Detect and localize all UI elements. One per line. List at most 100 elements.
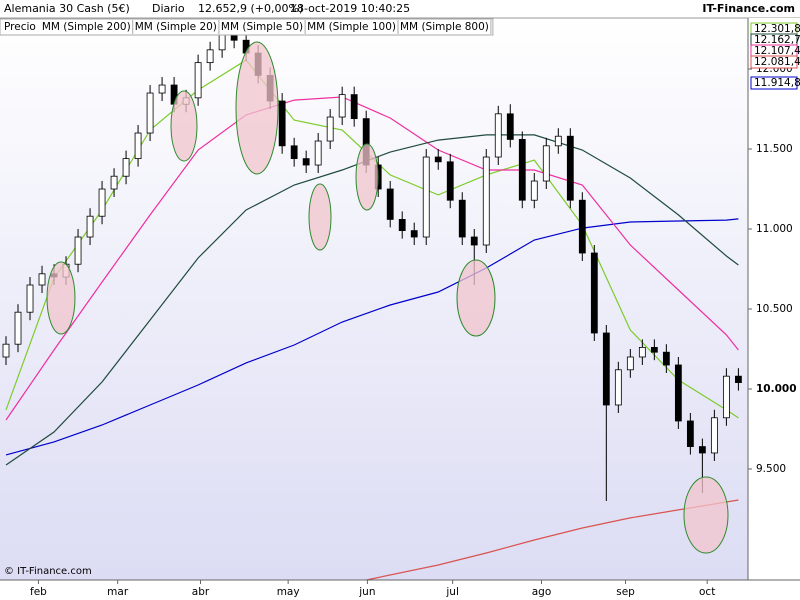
candle-body bbox=[638, 346, 646, 358]
price-flag: 12.107,4 bbox=[754, 45, 800, 57]
candle-body bbox=[734, 375, 742, 383]
candle-body bbox=[122, 158, 130, 177]
candle-body bbox=[494, 113, 502, 158]
candle-body bbox=[14, 311, 22, 345]
legend-price: Precio bbox=[4, 21, 36, 33]
candle-body bbox=[686, 420, 694, 447]
price-flag-box bbox=[750, 76, 798, 90]
candle-body bbox=[662, 351, 670, 366]
candle-body bbox=[626, 356, 634, 371]
candle-body bbox=[650, 346, 658, 353]
moving-average bbox=[5, 96, 739, 421]
candle-body bbox=[470, 236, 478, 246]
candle-body bbox=[194, 62, 202, 99]
moving-average bbox=[5, 59, 739, 419]
candle-body bbox=[2, 343, 10, 358]
last-price: 12.652,9 (+0,00%) bbox=[198, 2, 303, 15]
y-tick-label: 10.000 bbox=[756, 383, 797, 395]
datetime: 18-oct-2019 10:40:25 bbox=[290, 2, 410, 15]
highlight bbox=[46, 261, 76, 335]
candle-body bbox=[566, 135, 574, 201]
price-flag: 12.301,8 bbox=[754, 23, 800, 35]
right-axis-area bbox=[748, 18, 800, 580]
candle-body bbox=[446, 161, 454, 201]
highlight bbox=[235, 41, 279, 175]
candle-body bbox=[314, 140, 322, 166]
candle-body bbox=[302, 158, 310, 166]
price-flag-box bbox=[750, 55, 798, 69]
candle-body bbox=[578, 199, 586, 254]
candle-body bbox=[710, 417, 718, 454]
moving-average bbox=[5, 134, 739, 466]
candle-body bbox=[338, 94, 346, 118]
candle-body bbox=[26, 284, 34, 313]
candle-body bbox=[590, 252, 598, 334]
brand: IT-Finance.com bbox=[702, 2, 795, 15]
candle-body bbox=[134, 132, 142, 160]
plot-area bbox=[0, 18, 748, 580]
candle-body bbox=[530, 180, 538, 201]
highlight bbox=[308, 183, 332, 251]
highlight bbox=[683, 476, 729, 554]
y-tick-label: 11.000 bbox=[756, 223, 793, 235]
candle-body bbox=[326, 116, 334, 142]
candle-body bbox=[674, 364, 682, 422]
candle-body bbox=[458, 199, 466, 238]
annotations bbox=[46, 41, 729, 554]
x-tick-label: jun bbox=[358, 586, 375, 598]
x-tick-label: may bbox=[277, 586, 300, 598]
highlight bbox=[456, 259, 496, 337]
x-tick-label: sep bbox=[616, 586, 635, 598]
moving-average bbox=[5, 218, 739, 456]
plot bbox=[2, 22, 742, 581]
moving-average bbox=[366, 499, 739, 581]
candle-body bbox=[422, 156, 430, 238]
x-tick-label: mar bbox=[107, 586, 129, 598]
price-flag: 11.914,8 bbox=[754, 77, 800, 89]
candle-body bbox=[614, 369, 622, 406]
candle-body bbox=[278, 100, 286, 147]
x-tick-label: abr bbox=[192, 586, 210, 598]
candle-body bbox=[146, 92, 154, 134]
highlight bbox=[170, 90, 198, 162]
candle-body bbox=[698, 446, 706, 454]
legend-entry: MM (Simple 20) bbox=[135, 21, 217, 33]
x-tick-label: feb bbox=[30, 586, 47, 598]
bottom-axis-area bbox=[0, 580, 800, 600]
y-tick-label: 10.500 bbox=[756, 303, 793, 315]
candle-body bbox=[506, 113, 514, 140]
y-tick-label: 9.500 bbox=[756, 463, 786, 475]
x-tick-label: jul bbox=[445, 586, 459, 598]
price-flag: 12.162,7 bbox=[754, 34, 800, 46]
candle-body bbox=[158, 84, 166, 94]
candle-body bbox=[110, 175, 118, 190]
candle-body bbox=[38, 273, 46, 286]
chart-title: Alemania 30 Cash (5€) bbox=[4, 2, 130, 15]
candle-body bbox=[350, 94, 358, 120]
candle-body bbox=[386, 188, 394, 220]
candle-body bbox=[410, 230, 418, 238]
legend-entry: MM (Simple 200) bbox=[42, 21, 131, 33]
legend-entry: MM (Simple 50) bbox=[221, 21, 303, 33]
candle-body bbox=[542, 145, 550, 182]
candle-body bbox=[722, 375, 730, 419]
candle-body bbox=[434, 156, 442, 163]
candle-body bbox=[518, 139, 526, 201]
price-flag: 12.081,4 bbox=[754, 56, 800, 68]
period: Diario bbox=[152, 2, 185, 15]
legend-entry: MM (Simple 800) bbox=[400, 21, 489, 33]
header-bar bbox=[0, 0, 800, 18]
candle-body bbox=[290, 145, 298, 160]
candle-body bbox=[482, 156, 490, 246]
x-tick-label: oct bbox=[699, 586, 715, 598]
candle-body bbox=[602, 332, 610, 406]
y-tick-label: 11.500 bbox=[756, 143, 793, 155]
legend-entry: MM (Simple 100) bbox=[307, 21, 396, 33]
candle-body bbox=[86, 215, 94, 238]
highlight bbox=[355, 143, 379, 211]
candle-body bbox=[554, 135, 562, 147]
candle-body bbox=[398, 219, 406, 232]
legend bbox=[0, 18, 494, 36]
candle-body bbox=[74, 236, 82, 265]
